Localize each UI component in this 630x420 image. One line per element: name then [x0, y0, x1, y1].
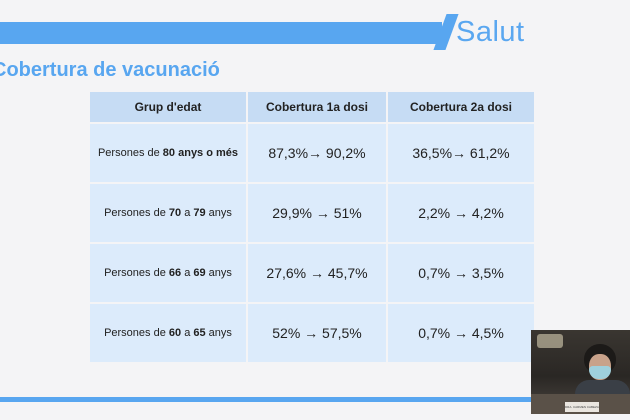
second-dose-cell: 36,5%→ 61,2%	[388, 124, 534, 182]
age-from: 60	[168, 327, 182, 339]
age-connector: a	[181, 267, 194, 279]
first-dose-cell: 29,9% → 51%	[248, 184, 386, 242]
age-group-prefix: Persones de	[97, 147, 163, 159]
speaker-mask	[589, 366, 611, 379]
speaker-nameplate: DRA. CARMEN CABEZAS	[565, 402, 599, 412]
first-dose-cell: 52% → 57,5%	[248, 304, 386, 362]
table-row: Persones de 70 a 79 anys 29,9% → 51% 2,2…	[90, 184, 534, 242]
footer-band	[0, 397, 630, 402]
column-header-age-group: Grup d'edat	[90, 92, 246, 122]
age-from: 66	[168, 267, 182, 279]
table-row: Persones de 66 a 69 anys 27,6% → 45,7% 0…	[90, 244, 534, 302]
age-suffix: anys	[205, 327, 232, 339]
table-header-row: Grup d'edat Cobertura 1a dosi Cobertura …	[90, 92, 534, 122]
age-group-cell: Persones de 60 a 65 anys	[90, 304, 246, 362]
age-to: 69	[193, 267, 206, 279]
age-group-prefix: Persones de	[104, 207, 169, 219]
age-group-prefix: Persones de	[104, 327, 169, 339]
table-row: Persones de 80 anys o més 87,3%→ 90,2% 3…	[90, 124, 534, 182]
first-dose-cell: 27,6% → 45,7%	[248, 244, 386, 302]
age-group-cell: Persones de 80 anys o més	[90, 124, 246, 182]
first-dose-cell: 87,3%→ 90,2%	[248, 124, 386, 182]
age-connector: a	[181, 327, 194, 339]
column-header-first-dose: Cobertura 1a dosi	[248, 92, 386, 122]
brand-logo: Salut	[433, 14, 630, 50]
age-suffix: anys	[205, 267, 232, 279]
age-to: 65	[193, 327, 206, 339]
age-from: 80	[162, 147, 176, 159]
age-to: 79	[193, 207, 206, 219]
page-title: Cobertura de vacunació	[0, 59, 220, 81]
vaccination-coverage-table: Grup d'edat Cobertura 1a dosi Cobertura …	[88, 90, 536, 364]
column-header-second-dose: Cobertura 2a dosi	[388, 92, 534, 122]
table-row: Persones de 60 a 65 anys 52% → 57,5% 0,7…	[90, 304, 534, 362]
second-dose-cell: 0,7% → 3,5%	[388, 244, 534, 302]
second-dose-cell: 2,2% → 4,2%	[388, 184, 534, 242]
video-lamp	[537, 334, 563, 348]
age-suffix: anys	[205, 207, 232, 219]
speaker-video-inset: DRA. CARMEN CABEZAS	[531, 330, 630, 414]
age-group-cell: Persones de 66 a 69 anys	[90, 244, 246, 302]
age-from: 70	[168, 207, 182, 219]
age-connector: a	[181, 207, 194, 219]
age-group-prefix: Persones de	[104, 267, 169, 279]
brand-name: Salut	[456, 16, 525, 48]
age-group-cell: Persones de 70 a 79 anys	[90, 184, 246, 242]
second-dose-cell: 0,7% → 4,5%	[388, 304, 534, 362]
age-connector: anys o més	[175, 147, 239, 159]
